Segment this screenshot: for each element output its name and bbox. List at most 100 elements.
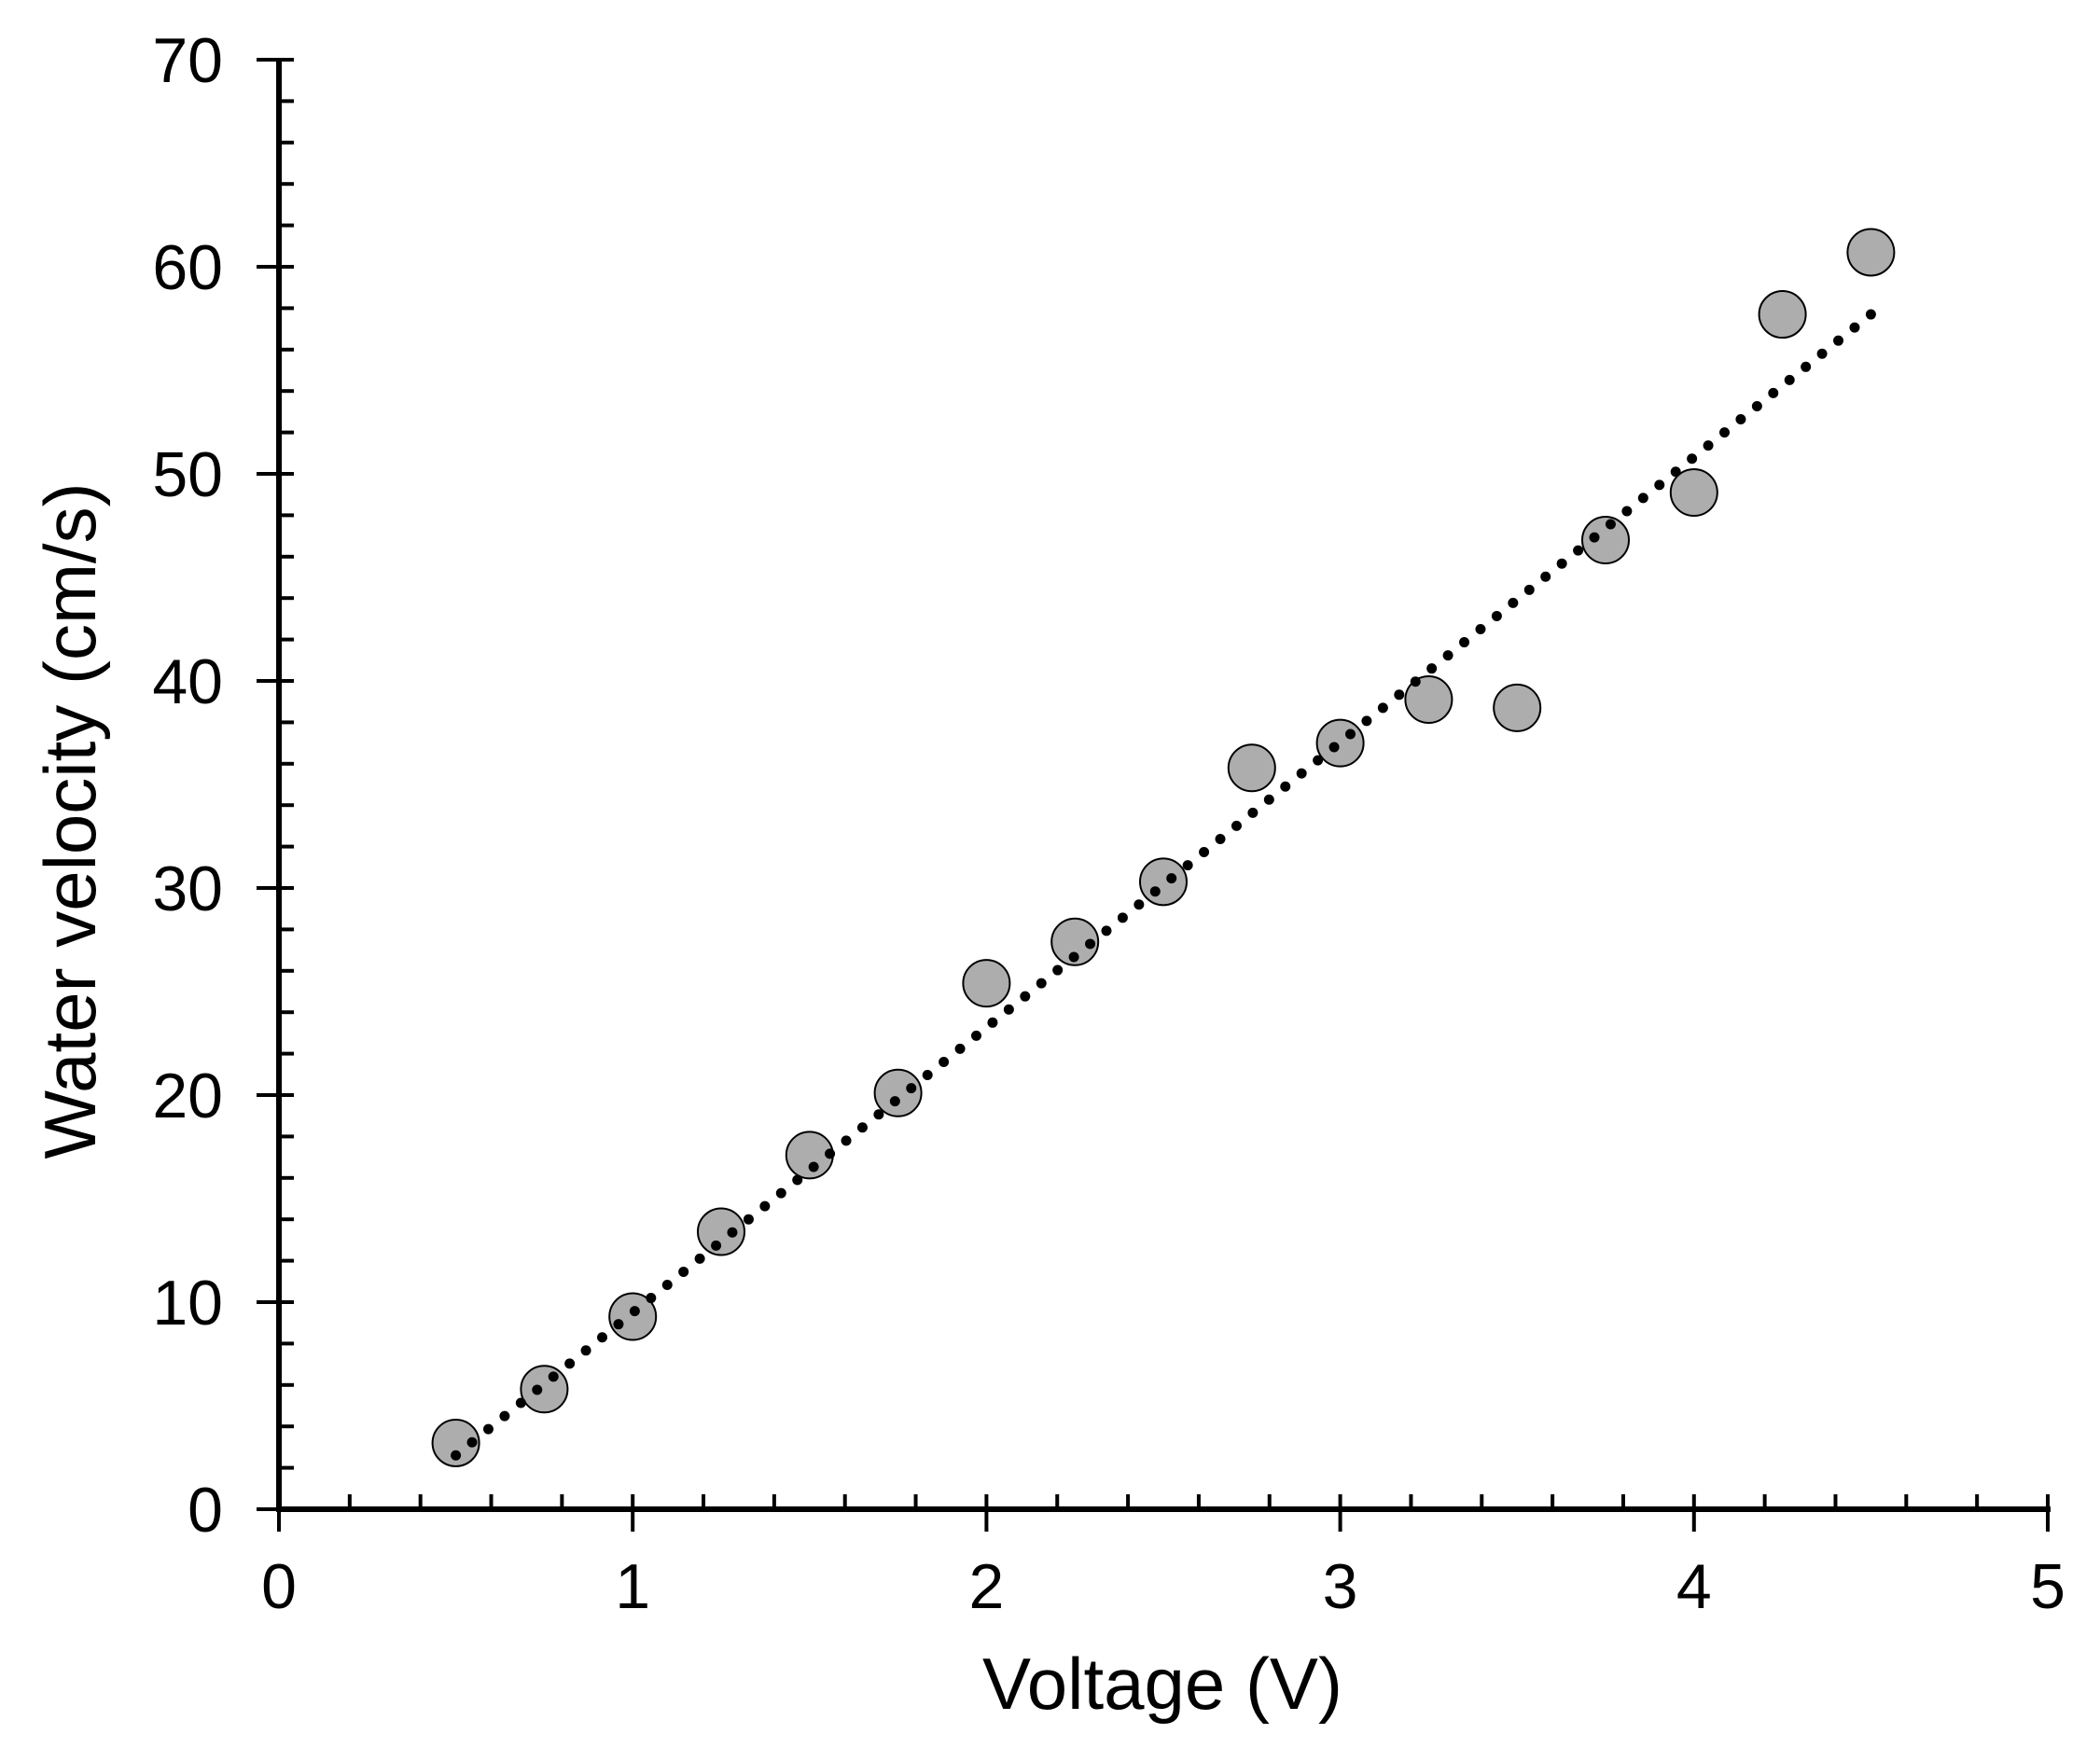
y-tick-label: 30 xyxy=(152,853,223,924)
trendline-dot xyxy=(1849,322,1860,333)
data-point xyxy=(1404,674,1453,724)
trendline-dot xyxy=(987,1017,998,1028)
trendline-dot xyxy=(597,1332,608,1343)
trendline-dot xyxy=(1556,558,1567,569)
trendline-dot xyxy=(792,1174,803,1186)
trendline-dot xyxy=(775,1187,786,1199)
y-tick-label: 20 xyxy=(152,1061,223,1131)
trendline-dot xyxy=(1459,637,1470,648)
trendline-dot xyxy=(1263,794,1274,805)
trendline-dot xyxy=(1637,493,1648,504)
trendline-dot xyxy=(906,1083,917,1094)
trendline-dot xyxy=(1865,309,1876,320)
data-point xyxy=(1139,857,1188,907)
x-tick-label: 4 xyxy=(1676,1551,1712,1622)
trendline-dot xyxy=(759,1200,771,1212)
trendline-dot xyxy=(1687,453,1698,465)
trendline-dot xyxy=(1703,440,1714,451)
trendline-dot xyxy=(629,1306,640,1317)
x-tick-label: 2 xyxy=(968,1551,1004,1622)
y-tick-label: 40 xyxy=(152,646,223,717)
trendline-dot xyxy=(1475,624,1486,634)
trendline-dot xyxy=(661,1280,673,1290)
trendline-dot xyxy=(1199,847,1210,858)
trendline-dot xyxy=(1410,676,1421,687)
trendline-dot xyxy=(613,1319,624,1330)
trendline-dot xyxy=(532,1384,543,1395)
y-tick-label: 60 xyxy=(152,232,223,303)
data-points-layer xyxy=(431,228,1896,1467)
trendline-dot xyxy=(1313,755,1324,766)
data-point xyxy=(873,1068,923,1117)
trendline-dot xyxy=(1101,925,1112,936)
trendline-dot xyxy=(711,1240,722,1251)
trendline-dot xyxy=(1296,768,1307,779)
trendline-dot xyxy=(889,1096,900,1107)
data-point xyxy=(1669,467,1718,517)
trendline-dot xyxy=(451,1450,462,1461)
trendline-dot xyxy=(580,1345,591,1356)
trendline-dot xyxy=(678,1266,689,1277)
data-point xyxy=(1227,743,1276,793)
trendline-dot xyxy=(971,1030,982,1041)
trendline-dot xyxy=(564,1358,576,1369)
trendline-dot xyxy=(515,1397,526,1408)
trendline-dot xyxy=(1735,414,1746,425)
trendline-dot xyxy=(1394,689,1405,701)
trendline-dot xyxy=(954,1043,966,1054)
trendline-dot xyxy=(1377,702,1388,714)
data-point xyxy=(431,1418,480,1467)
trendline-dot xyxy=(548,1371,559,1382)
trendline-dot xyxy=(499,1410,510,1422)
trendline-dot xyxy=(939,1056,950,1067)
trendline-dot xyxy=(1166,873,1177,884)
trendline-dot xyxy=(1491,610,1502,621)
trendline-dot xyxy=(1508,597,1519,608)
trendline-dot xyxy=(1052,964,1064,976)
trendline-dot xyxy=(743,1214,754,1225)
trendline-dot xyxy=(646,1293,657,1304)
trendline-dot xyxy=(1361,715,1372,727)
trendline-dot xyxy=(1621,506,1633,517)
data-point xyxy=(1846,228,1896,277)
trendline-dot xyxy=(1344,728,1356,740)
trendline-dot xyxy=(1426,663,1438,674)
trendline-dot xyxy=(1117,912,1128,923)
trendline-dot xyxy=(841,1135,852,1146)
y-axis-title: Water velocity (cm/s) xyxy=(29,482,111,1158)
trendline-dot xyxy=(1751,400,1762,411)
trendline-dot xyxy=(1068,951,1079,963)
trendline-dot xyxy=(856,1122,868,1133)
trendline-dot xyxy=(1833,335,1844,346)
axes-layer xyxy=(257,58,2051,1532)
trendline-dot xyxy=(1654,479,1665,491)
trendline-dot xyxy=(1523,584,1535,595)
trendline-dot xyxy=(1085,938,1096,950)
data-point xyxy=(962,959,1011,1008)
trendline-dot xyxy=(1247,807,1259,818)
y-tick-label: 0 xyxy=(188,1475,223,1546)
trendline-dot xyxy=(1020,991,1031,1002)
trendline-dot xyxy=(1133,899,1145,910)
data-point xyxy=(1050,917,1100,966)
trendline-dot xyxy=(1589,532,1600,543)
y-tick-label: 10 xyxy=(152,1268,223,1339)
data-point xyxy=(520,1365,569,1414)
trendline-dot xyxy=(1816,348,1828,359)
trendline-dot xyxy=(1605,519,1616,530)
trendline-dot xyxy=(808,1161,819,1172)
x-tick-label: 5 xyxy=(2030,1551,2065,1622)
trendline-dot xyxy=(1718,427,1730,438)
data-point xyxy=(1315,718,1365,768)
data-point xyxy=(1493,683,1542,732)
trendline-dot xyxy=(694,1253,705,1264)
data-point xyxy=(1758,290,1807,340)
trendline-dot xyxy=(1801,361,1812,372)
trendline-dot xyxy=(482,1423,494,1435)
x-tick-label: 1 xyxy=(615,1551,650,1622)
trendline-dot xyxy=(1540,571,1551,582)
trendline-dot xyxy=(825,1148,836,1159)
trendline-dot xyxy=(1442,650,1453,661)
